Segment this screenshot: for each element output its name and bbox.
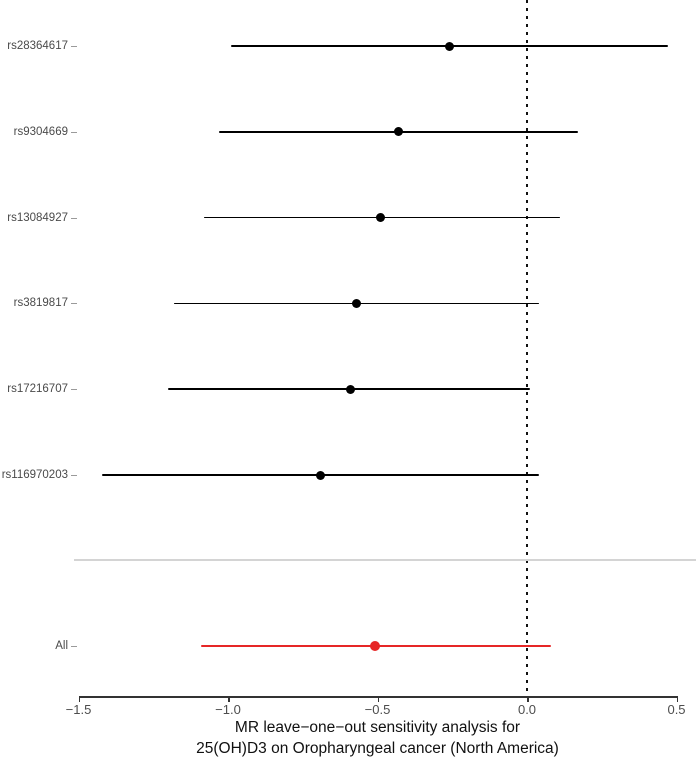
x-axis-tick-label: 0.0 [517,702,537,717]
row-label: rs13084927 [7,211,68,224]
row-label: All [55,640,68,652]
row-label: rs17216707 [7,383,68,396]
row-label: rs116970203 [1,469,68,481]
row-label: rs28364617 [7,40,68,52]
x-axis-tick [527,697,529,702]
y-axis-tick [71,303,77,305]
y-axis-tick [71,646,77,647]
y-axis-tick [71,131,77,133]
point-estimate [316,470,326,480]
y-axis-tick [71,217,77,219]
x-axis-tick [78,697,80,702]
point-estimate [375,213,385,223]
point-estimate [393,127,403,137]
summary-separator-line [74,559,696,561]
row-label: rs9304669 [13,125,68,138]
x-axis-tick-label: −1.5 [65,702,92,717]
x-axis-title: MR leave−one−out sensitivity analysis fo… [79,717,677,759]
point-estimate [444,41,454,51]
x-axis-tick-label: −0.5 [364,702,391,717]
x-axis-tick [676,697,678,702]
y-axis-tick [71,46,77,47]
point-estimate [346,384,356,394]
x-axis-tick-label: −1.0 [215,702,241,717]
x-axis-line [78,696,678,698]
x-axis-tick [228,697,230,702]
y-axis-tick [71,389,77,391]
x-axis-tick [377,697,379,702]
point-estimate [352,298,362,308]
x-axis-tick-label: 0.5 [667,702,686,717]
x-axis-title-line-2: 25(OH)D3 on Oropharyngeal cancer (North … [196,740,559,757]
x-axis-title-line-1: MR leave−one−out sensitivity analysis fo… [234,719,521,736]
summary-point-estimate [369,641,380,651]
row-label: rs3819817 [13,297,68,310]
zero-reference-line [526,0,528,694]
y-axis-tick [71,475,77,476]
